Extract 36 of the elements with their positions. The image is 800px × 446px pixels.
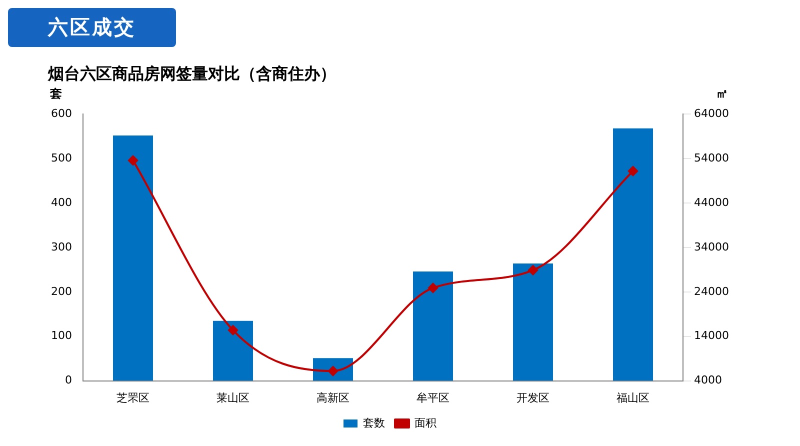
y2-tick-label: 14000 bbox=[694, 329, 730, 342]
x-tick-label: 福山区 bbox=[616, 391, 650, 404]
x-tick-label: 芝罘区 bbox=[116, 391, 150, 404]
point bbox=[628, 166, 638, 176]
y-axis-title: 套 bbox=[49, 86, 62, 100]
legend-label: 面积 bbox=[414, 416, 436, 430]
x-tick-label: 莱山区 bbox=[216, 391, 250, 404]
y2-tick-label: 34000 bbox=[694, 240, 730, 254]
bar bbox=[112, 136, 153, 381]
point bbox=[128, 155, 138, 166]
y2-tick-label: 4000 bbox=[694, 374, 722, 387]
y-tick-label: 600 bbox=[50, 107, 72, 120]
legend-label: 套数 bbox=[363, 416, 385, 430]
bar bbox=[213, 320, 253, 381]
y-tick-label: 400 bbox=[50, 196, 72, 209]
x-tick-label: 开发区 bbox=[516, 391, 550, 404]
y2-tick-label: 24000 bbox=[694, 284, 730, 298]
y-tick-label: 300 bbox=[50, 240, 72, 254]
chart-title: 烟台六区商品房网签量对比（含商住办） bbox=[47, 64, 336, 83]
y2-tick-label: 44000 bbox=[694, 196, 730, 209]
x-tick-label: 高新区 bbox=[316, 391, 350, 404]
y2-tick-label: 54000 bbox=[694, 151, 730, 164]
y2-axis-title: ㎡ bbox=[716, 86, 728, 100]
bar bbox=[513, 263, 554, 381]
point bbox=[428, 282, 438, 293]
y-tick-label: 100 bbox=[50, 329, 72, 342]
point bbox=[528, 265, 538, 276]
bar bbox=[613, 128, 654, 381]
point bbox=[228, 325, 238, 336]
y-tick-label: 200 bbox=[50, 284, 72, 298]
chart-subtitle: 六区成交 bbox=[8, 8, 176, 47]
bar bbox=[413, 271, 454, 381]
y2-tick-label: 64000 bbox=[694, 107, 730, 120]
y-tick-label: 0 bbox=[64, 374, 72, 387]
y-tick-label: 500 bbox=[50, 151, 72, 164]
x-tick-label: 牟平区 bbox=[416, 391, 450, 404]
